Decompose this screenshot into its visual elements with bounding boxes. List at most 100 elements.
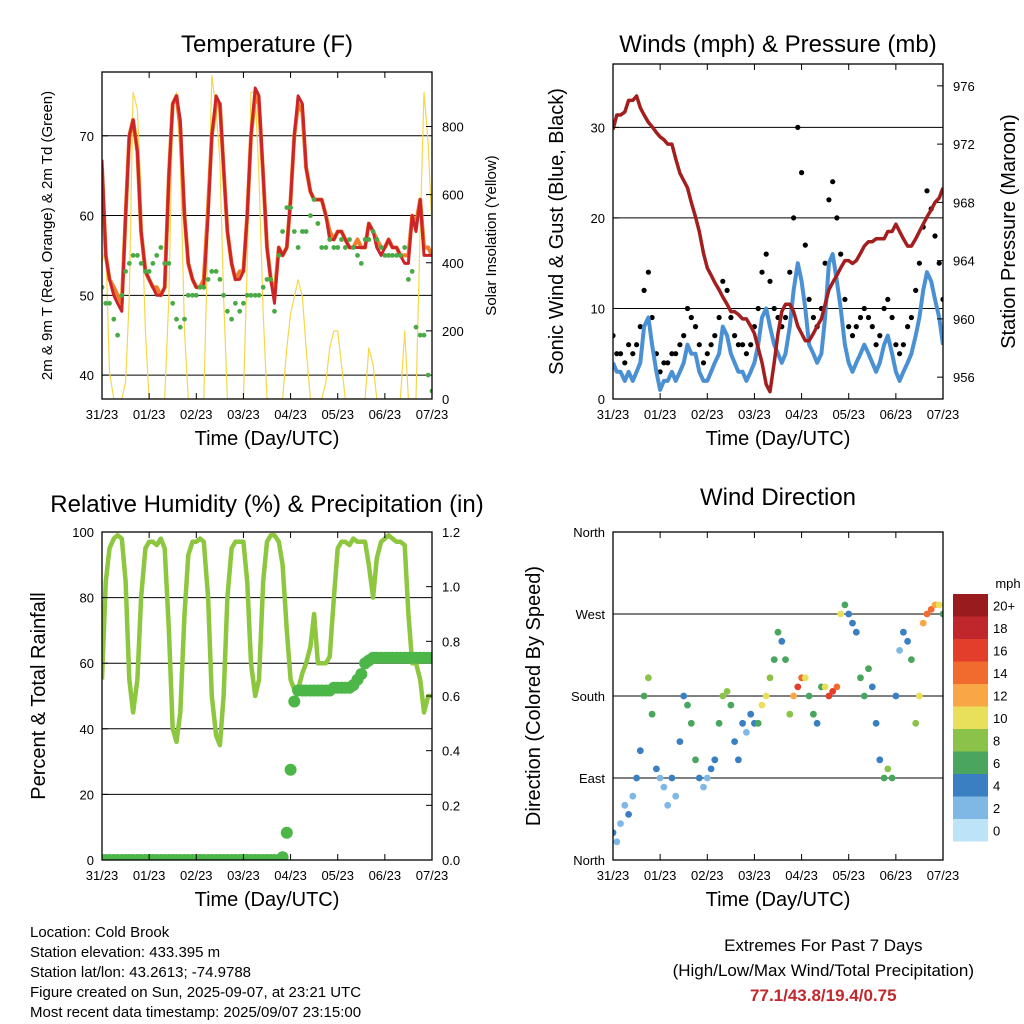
direction-point xyxy=(786,710,794,718)
legend-swatch xyxy=(953,594,988,617)
gust-point xyxy=(755,305,761,312)
gust-point xyxy=(900,342,907,348)
dewpoint-point xyxy=(237,308,243,314)
x-tick-label: 06/23 xyxy=(880,868,913,883)
dewpoint-point xyxy=(268,277,274,282)
plot-frame xyxy=(101,71,433,400)
dewpoint-point xyxy=(378,245,384,250)
direction-point xyxy=(794,683,802,691)
direction-point xyxy=(703,774,711,782)
gust-point xyxy=(665,360,671,366)
gust-point xyxy=(700,360,707,366)
direction-point xyxy=(747,710,755,718)
direction-point xyxy=(852,628,860,636)
direction-point xyxy=(621,801,629,809)
temp-9m-line xyxy=(102,93,432,306)
direction-point xyxy=(723,688,731,695)
dewpoint-point xyxy=(126,261,132,266)
y-tick-label: 80 xyxy=(80,591,94,606)
dewpoint-point xyxy=(154,253,160,258)
x-tick-label: 04/23 xyxy=(785,868,818,883)
wind-speed-line xyxy=(613,252,943,392)
x-tick-label: 02/23 xyxy=(180,868,213,883)
gust-point xyxy=(877,333,883,339)
elevation-text: Station elevation: 433.395 m xyxy=(30,944,221,961)
gust-point xyxy=(630,351,636,357)
direction-point xyxy=(707,765,715,773)
gust-point xyxy=(849,333,856,339)
dewpoint-point xyxy=(197,284,203,290)
x-tick-label: 04/23 xyxy=(274,868,307,883)
direction-point xyxy=(833,683,841,691)
direction-point xyxy=(668,774,676,782)
chart-title: Winds (mph) & Pressure (mb) xyxy=(619,31,936,58)
direction-point xyxy=(711,756,719,764)
y2-tick-label: 976 xyxy=(953,79,975,94)
y2-tick-label: 964 xyxy=(953,254,975,269)
direction-point xyxy=(900,628,907,636)
x-tick-label: 06/23 xyxy=(880,407,913,422)
gust-point xyxy=(763,251,769,257)
gust-point xyxy=(853,324,859,330)
direction-point xyxy=(727,701,735,709)
dewpoint-point xyxy=(327,237,333,242)
dewpoint-point xyxy=(406,277,411,282)
legend-swatch xyxy=(953,819,988,842)
x-tick-label: 03/23 xyxy=(227,407,260,422)
dewpoint-point xyxy=(264,277,270,282)
gust-point xyxy=(842,296,848,302)
extremes-box: Extremes For Past 7 Days (High/Low/Max W… xyxy=(673,933,974,1008)
created-text: Figure created on Sun, 2025-09-07, at 23… xyxy=(30,984,362,1001)
direction-point xyxy=(935,601,943,609)
dewpoint-point xyxy=(386,253,391,258)
plot-area xyxy=(102,533,432,860)
dewpoint-point xyxy=(390,253,395,258)
x-axis-label: Time (Day/UTC) xyxy=(706,428,851,450)
direction-point xyxy=(923,610,931,618)
y2-tick-label: 0.8 xyxy=(442,634,460,649)
direction-point xyxy=(810,710,817,718)
station-info: Location: Cold Brook Station elevation: … xyxy=(30,923,361,1023)
dewpoint-point xyxy=(366,237,372,242)
dewpoint-point xyxy=(276,253,282,258)
gust-point xyxy=(720,278,726,284)
direction-point xyxy=(640,692,648,700)
y2-tick-label: 972 xyxy=(953,137,975,152)
dewpoint-point xyxy=(162,261,168,266)
dewpoint-point xyxy=(158,245,164,250)
legend-swatch xyxy=(953,661,988,684)
location-text: Location: Cold Brook xyxy=(30,924,170,941)
dewpoint-point xyxy=(229,316,235,322)
gust-point xyxy=(634,342,640,348)
dewpoint-point xyxy=(339,237,344,242)
gust-point xyxy=(622,360,628,366)
dewpoint-point xyxy=(288,205,293,211)
y-tick-label: 0 xyxy=(598,392,605,407)
y2-tick-label: 1.0 xyxy=(442,580,460,595)
dewpoint-point xyxy=(323,245,329,250)
gust-point xyxy=(810,314,817,321)
chart-title: Wind Direction xyxy=(700,484,856,511)
direction-point xyxy=(892,692,900,700)
dewpoint-point xyxy=(182,316,187,322)
dewpoint-point xyxy=(370,229,376,234)
y-tick-label: 60 xyxy=(80,656,94,671)
gust-point xyxy=(748,342,754,348)
y-tick-label: 100 xyxy=(72,525,94,540)
x-tick-label: 02/23 xyxy=(691,407,724,422)
y-tick-label: 70 xyxy=(80,129,94,144)
dewpoint-point xyxy=(256,292,262,298)
dewpoint-point xyxy=(347,237,352,242)
direction-point xyxy=(629,792,637,800)
gust-point xyxy=(677,342,683,348)
direction-point xyxy=(790,692,797,700)
x-axis-label: Time (Day/UTC) xyxy=(195,889,340,911)
legend-swatch xyxy=(953,729,988,752)
direction-point xyxy=(754,719,762,727)
legend-swatch xyxy=(953,774,988,797)
legend-label: 2 xyxy=(993,801,1000,816)
x-tick-label: 07/23 xyxy=(927,407,960,422)
x-tick-label: 01/23 xyxy=(644,407,677,422)
gust-point xyxy=(716,314,722,321)
